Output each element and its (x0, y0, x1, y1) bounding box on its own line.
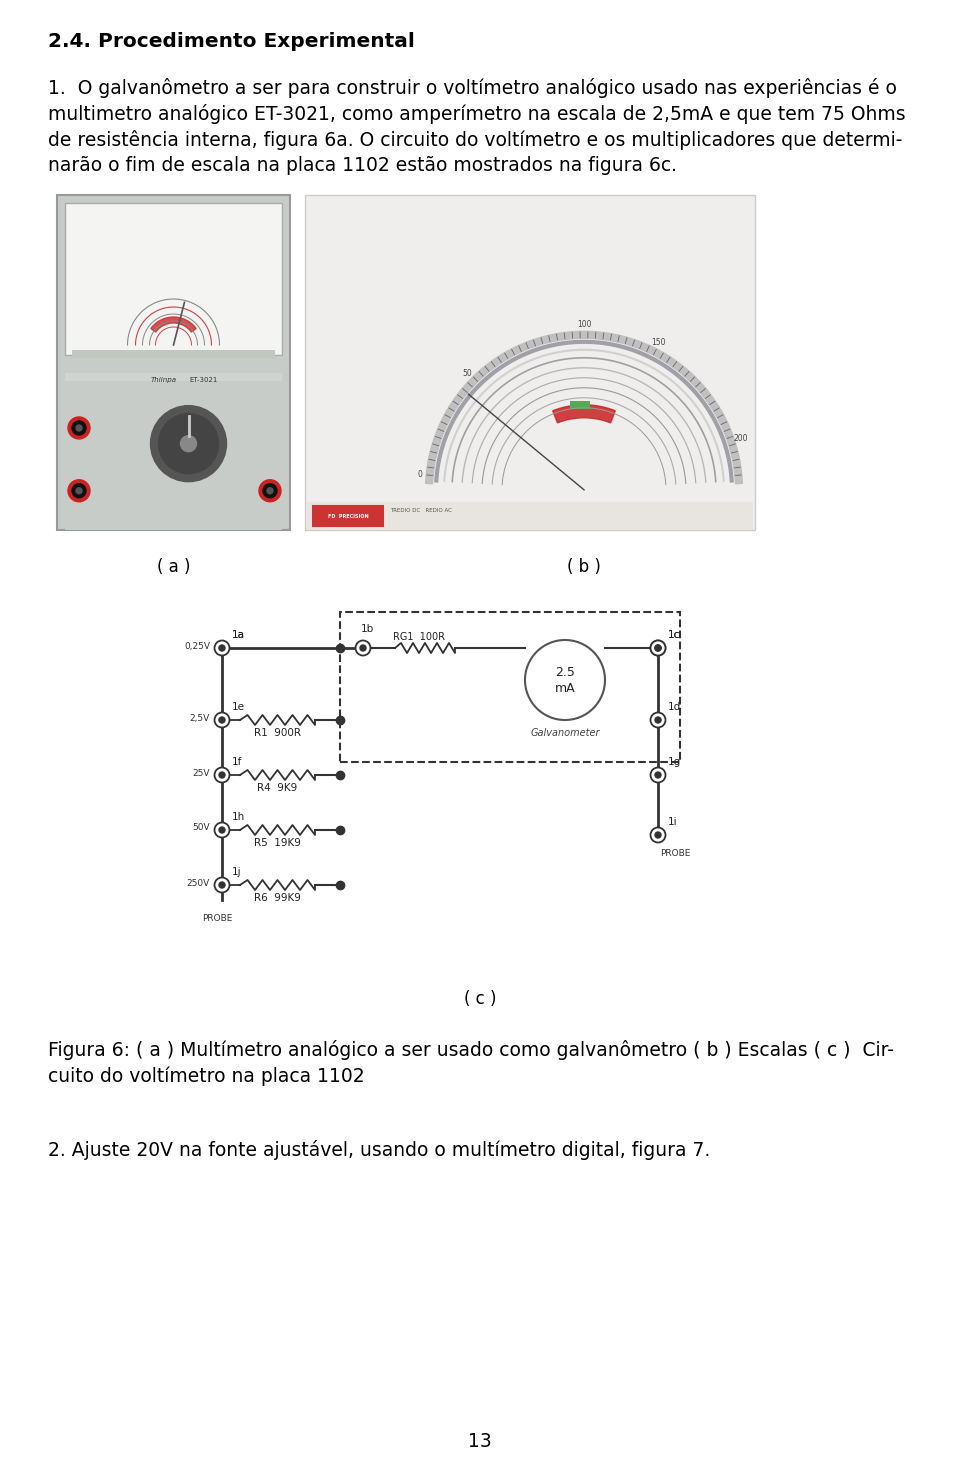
FancyBboxPatch shape (307, 502, 753, 530)
Text: 25V: 25V (193, 769, 210, 778)
Text: 200: 200 (733, 434, 748, 443)
Text: Figura 6: ( a ) Multímetro analógico a ser usado como galvanômetro ( b ) Escalas: Figura 6: ( a ) Multímetro analógico a s… (48, 1040, 894, 1061)
Circle shape (214, 877, 229, 892)
Text: TREDIO DC   REDIO AC: TREDIO DC REDIO AC (390, 508, 452, 513)
FancyBboxPatch shape (570, 400, 590, 409)
FancyBboxPatch shape (313, 506, 383, 527)
Circle shape (655, 772, 661, 778)
Text: 1f: 1f (232, 757, 242, 767)
Text: RG1  100R: RG1 100R (393, 632, 445, 643)
Text: 0: 0 (418, 469, 422, 478)
Text: Thiinpa: Thiinpa (151, 377, 177, 383)
Text: ( a ): ( a ) (156, 557, 190, 577)
Text: ( c ): ( c ) (464, 990, 496, 1008)
Circle shape (72, 421, 86, 434)
Text: 2. Ajuste 20V na fonte ajustável, usando o multímetro digital, figura 7.: 2. Ajuste 20V na fonte ajustável, usando… (48, 1140, 710, 1160)
Text: 2.4. Procedimento Experimental: 2.4. Procedimento Experimental (48, 32, 415, 51)
FancyBboxPatch shape (72, 351, 275, 358)
Text: 100: 100 (577, 320, 591, 329)
Circle shape (263, 484, 277, 497)
Text: ( b ): ( b ) (567, 557, 601, 577)
Circle shape (651, 641, 665, 656)
Circle shape (360, 645, 366, 651)
Text: 1g: 1g (668, 757, 682, 767)
Polygon shape (151, 317, 196, 332)
Text: de resistência interna, figura 6a. O circuito do voltímetro e os multiplicadores: de resistência interna, figura 6a. O cir… (48, 131, 902, 150)
Circle shape (651, 827, 665, 842)
FancyBboxPatch shape (65, 202, 282, 355)
FancyBboxPatch shape (65, 373, 282, 387)
FancyBboxPatch shape (305, 195, 755, 530)
Text: 50: 50 (463, 368, 472, 377)
Circle shape (655, 645, 661, 651)
Text: 1i: 1i (668, 817, 678, 827)
Text: 1d: 1d (668, 703, 682, 711)
Circle shape (214, 641, 229, 656)
FancyBboxPatch shape (57, 195, 290, 530)
Text: 13: 13 (468, 1432, 492, 1451)
Circle shape (219, 772, 225, 778)
Text: 150: 150 (652, 339, 666, 348)
Text: 1e: 1e (232, 703, 245, 711)
Circle shape (68, 480, 90, 502)
Text: R6  99K9: R6 99K9 (254, 893, 300, 904)
Circle shape (651, 767, 665, 782)
Polygon shape (553, 405, 615, 422)
Text: 0,25V: 0,25V (184, 641, 210, 650)
Text: 1a: 1a (232, 629, 245, 640)
Circle shape (525, 640, 605, 720)
Text: 1j: 1j (232, 867, 242, 877)
Circle shape (651, 641, 665, 656)
Text: PROBE: PROBE (202, 914, 232, 923)
Circle shape (158, 414, 219, 474)
Text: 1c: 1c (668, 629, 681, 640)
Text: mA: mA (555, 682, 575, 694)
Circle shape (651, 713, 665, 728)
Text: 50V: 50V (192, 823, 210, 832)
Circle shape (76, 487, 82, 494)
Text: 1.  O galvanômetro a ser para construir o voltímetro analógico usado nas experiê: 1. O galvanômetro a ser para construir o… (48, 78, 897, 98)
Circle shape (214, 823, 229, 838)
Text: 1a: 1a (232, 629, 245, 640)
Circle shape (219, 827, 225, 833)
Circle shape (355, 641, 371, 656)
Text: R4  9K9: R4 9K9 (257, 783, 298, 794)
Text: ET-3021: ET-3021 (189, 377, 218, 383)
Text: R5  19K9: R5 19K9 (254, 838, 300, 848)
Text: multimetro analógico ET-3021, como amperímetro na escala de 2,5mA e que tem 75 O: multimetro analógico ET-3021, como amper… (48, 104, 905, 125)
Circle shape (219, 717, 225, 723)
Circle shape (655, 645, 661, 651)
Text: 1c: 1c (668, 629, 681, 640)
Text: Galvanometer: Galvanometer (530, 728, 600, 738)
FancyBboxPatch shape (65, 381, 282, 530)
Circle shape (72, 484, 86, 497)
Text: FD  PRECISION: FD PRECISION (327, 513, 369, 518)
Circle shape (219, 645, 225, 651)
Text: PROBE: PROBE (660, 849, 690, 858)
Circle shape (655, 717, 661, 723)
Text: R1  900R: R1 900R (254, 728, 301, 738)
Circle shape (76, 425, 82, 431)
Text: 1b: 1b (361, 623, 374, 634)
Circle shape (259, 480, 281, 502)
Circle shape (151, 406, 227, 481)
Text: 250V: 250V (187, 879, 210, 888)
Circle shape (214, 713, 229, 728)
Circle shape (267, 487, 273, 494)
Circle shape (219, 882, 225, 888)
Circle shape (655, 832, 661, 838)
Text: cuito do voltímetro na placa 1102: cuito do voltímetro na placa 1102 (48, 1067, 365, 1087)
Text: 2,5V: 2,5V (190, 713, 210, 723)
Text: 2.5: 2.5 (555, 666, 575, 679)
Text: 1h: 1h (232, 813, 245, 822)
Text: narão o fim de escala na placa 1102 estão mostrados na figura 6c.: narão o fim de escala na placa 1102 estã… (48, 156, 677, 175)
Circle shape (214, 767, 229, 782)
Circle shape (180, 436, 197, 452)
Circle shape (68, 417, 90, 439)
